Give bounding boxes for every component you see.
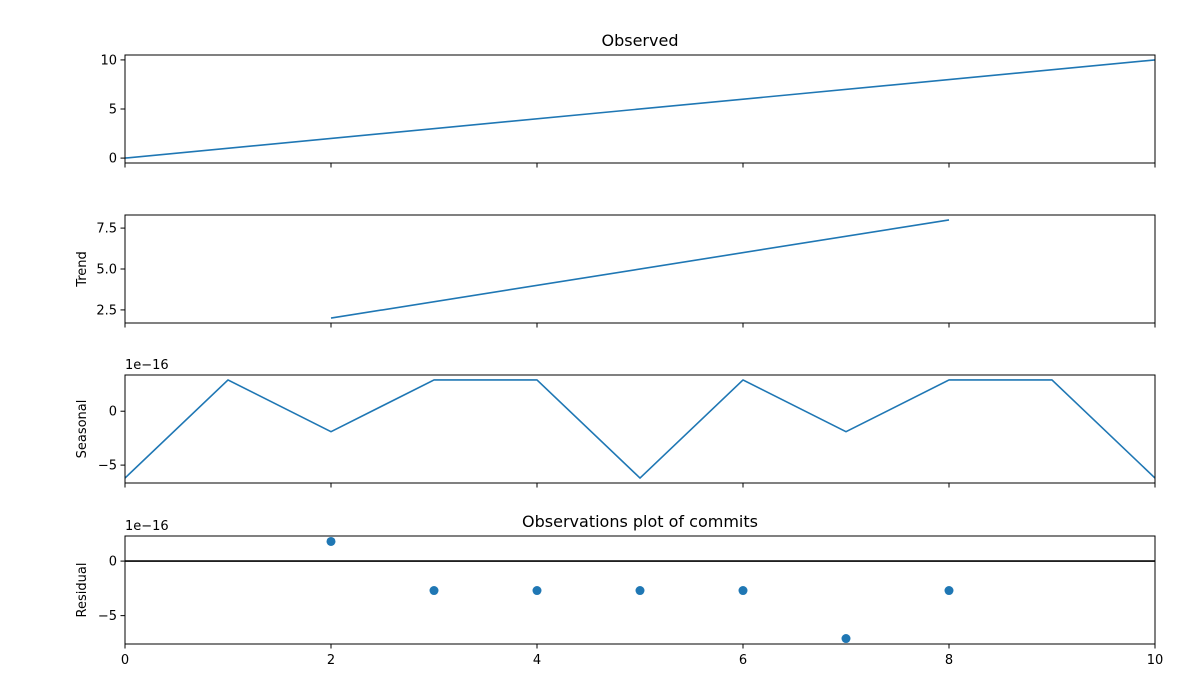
- panel-4-point-3: [532, 586, 542, 596]
- panel-4-xtick-label-6: 10: [1147, 653, 1164, 668]
- panel-4-xtick-label-3: 4: [533, 653, 541, 668]
- panel-4-xtick-label-4: 6: [739, 653, 747, 668]
- panel-4-ylabel: Residual: [75, 563, 90, 618]
- panel-4-ytick-label-1: −5: [98, 609, 117, 624]
- panel-4-point-4: [635, 586, 645, 596]
- panel-3-offset-text: 1e−16: [125, 358, 169, 373]
- panel-3: −5 0 1e−16 Seasonal: [75, 358, 1156, 488]
- panel-4-frame: [124, 535, 1156, 645]
- panel-4-xtick-label-2: 2: [327, 653, 335, 668]
- panel-4-point-5: [738, 586, 748, 596]
- panel-4-xtick-label-1: 0: [121, 653, 129, 668]
- panel-4-point-7: [944, 586, 954, 596]
- panel-3-ylabel: Seasonal: [75, 400, 90, 459]
- panel-3-frame: [124, 374, 1156, 484]
- panel-2-ytick-label-1: 2.5: [96, 303, 117, 318]
- panel-4-point-2: [429, 586, 439, 596]
- panel-4-offset-text: 1e−16: [125, 519, 169, 534]
- panel-3-ytick-label-1: −5: [98, 459, 117, 474]
- panel-4-ytick-label-2: 0: [109, 555, 117, 570]
- panel-2-ytick-label-3: 7.5: [96, 222, 117, 237]
- panel-2-series-line: [330, 219, 950, 319]
- panel-2-ylabel: Trend: [75, 251, 90, 288]
- panel-1-ytick-label-2: 5: [109, 103, 117, 118]
- panel-4-point-6: [841, 634, 851, 644]
- panel-4-title: Observations plot of commits: [522, 512, 758, 531]
- panel-1: 0 5 10 Observed: [100, 31, 1156, 168]
- panel-1-ytick-label-3: 10: [100, 53, 117, 68]
- panel-1-ytick-label-1: 0: [109, 152, 117, 167]
- panel-4-xtick-label-5: 8: [945, 653, 953, 668]
- panel-3-series-line: [124, 379, 1156, 479]
- panel-2: 2.5 5.0 7.5 Trend: [75, 214, 1156, 328]
- panel-2-ytick-label-2: 5.0: [96, 263, 117, 278]
- panel-1-title: Observed: [602, 31, 679, 50]
- panel-1-series-line: [124, 59, 1156, 159]
- panel-3-ytick-label-2: 0: [109, 405, 117, 420]
- panel-4: 0 2 4 6 8 10 −5 0 1e−16 Observations plot of comm…: [75, 512, 1163, 668]
- panel-4-point-1: [326, 536, 336, 546]
